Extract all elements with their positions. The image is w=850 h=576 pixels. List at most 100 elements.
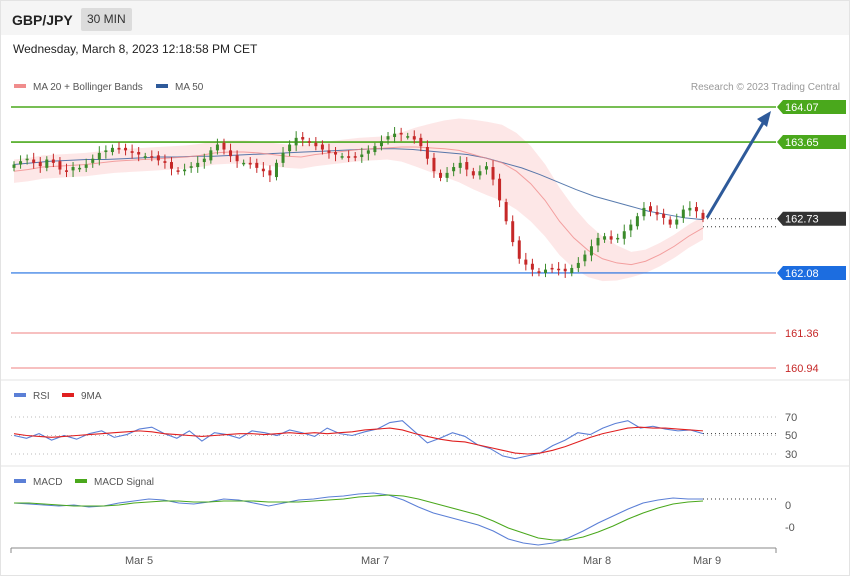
- candle-body: [327, 150, 331, 153]
- macd-legend-swatch: [14, 479, 26, 483]
- bollinger-band: [14, 118, 703, 282]
- candle-body: [64, 170, 68, 172]
- symbol-label: GBP/JPY: [12, 12, 73, 28]
- candle-body: [189, 166, 193, 168]
- rsi-ma-line: [13, 426, 704, 455]
- candle-body: [452, 167, 456, 172]
- support-value: 160.94: [785, 363, 819, 375]
- candle-body: [432, 157, 436, 172]
- candle-body: [701, 212, 705, 219]
- candle-body: [688, 207, 692, 211]
- candle-body: [183, 169, 187, 172]
- candle-body: [137, 152, 141, 155]
- candle-body: [557, 268, 561, 271]
- candle-body: [235, 155, 239, 162]
- candle-body: [110, 147, 114, 153]
- candle-body: [268, 170, 272, 176]
- candle-body: [78, 167, 82, 170]
- candle-body: [163, 161, 167, 163]
- resistance-tag: [777, 100, 846, 114]
- rsi-line: [13, 420, 704, 460]
- ma50-legend-swatch: [156, 84, 168, 88]
- candle-body: [419, 137, 423, 147]
- candle-body: [156, 155, 160, 161]
- candle-body: [517, 240, 521, 259]
- candle-body: [635, 216, 639, 227]
- candle-body: [58, 161, 62, 170]
- candle-body: [97, 152, 101, 160]
- candle-body: [603, 236, 607, 240]
- candle-body: [393, 133, 397, 138]
- rsi-legend-label: RSI: [33, 391, 50, 402]
- candle-body: [71, 167, 75, 171]
- ma20-legend-label: MA 20 + Bollinger Bands: [33, 82, 143, 93]
- macd-signal-line: [14, 494, 704, 541]
- ma20-line: [13, 146, 704, 266]
- ma50-legend-label: MA 50: [175, 82, 204, 93]
- candle-body: [544, 269, 548, 273]
- candle-body: [91, 158, 95, 163]
- candle-body: [176, 170, 180, 172]
- candle-body: [649, 206, 653, 212]
- timestamp: Wednesday, March 8, 2023 12:18:58 PM CET: [13, 42, 258, 56]
- candle-body: [12, 164, 16, 168]
- macd-legend-label: MACD: [33, 477, 62, 488]
- candle-body: [229, 150, 233, 157]
- candle-body: [379, 141, 383, 147]
- candle-body: [504, 202, 508, 222]
- candle-body: [261, 168, 265, 172]
- support-value: 161.36: [785, 328, 819, 340]
- candle-body: [616, 237, 620, 240]
- candle-body: [498, 178, 502, 201]
- candle-body: [347, 156, 351, 158]
- candle-body: [215, 144, 219, 151]
- candle-body: [255, 162, 259, 168]
- candle-body: [399, 132, 403, 135]
- candle-body: [609, 236, 613, 240]
- candle-body: [563, 268, 567, 272]
- x-tick-label: Mar 9: [693, 555, 721, 567]
- timeframe-badge[interactable]: 30 MIN: [81, 8, 132, 31]
- candle-body: [570, 267, 574, 273]
- x-tick-label: Mar 8: [583, 555, 611, 567]
- x-tick-label: Mar 5: [125, 555, 153, 567]
- candle-body: [353, 156, 357, 158]
- candle-body: [51, 159, 55, 163]
- candle-body: [550, 267, 554, 270]
- candle-body: [32, 159, 36, 163]
- candle-body: [524, 259, 528, 265]
- candle-body: [143, 156, 147, 158]
- candle-body: [288, 144, 292, 152]
- candle-body: [301, 137, 305, 140]
- candle-body: [45, 159, 49, 168]
- candle-body: [491, 167, 495, 180]
- candle-body: [222, 142, 226, 150]
- candle-body: [25, 158, 29, 161]
- candle-body: [484, 166, 488, 170]
- candle-body: [406, 136, 410, 138]
- resistance-value: 164.07: [785, 102, 819, 114]
- candle-body: [274, 162, 278, 178]
- pivot-tag: [777, 265, 846, 280]
- candle-body: [445, 172, 449, 178]
- candle-body: [439, 172, 443, 178]
- resistance-value: 163.65: [785, 137, 819, 149]
- macd-panel: [13, 492, 776, 546]
- candle-body: [537, 271, 541, 273]
- macd-signal-legend-swatch: [75, 479, 87, 483]
- candle-body: [209, 150, 213, 161]
- candle-body: [248, 162, 252, 165]
- ma20-legend-swatch: [14, 84, 26, 88]
- macd-line: [13, 492, 703, 546]
- candle-body: [169, 162, 173, 169]
- pivot-value: 162.08: [785, 268, 819, 280]
- candle-body: [458, 162, 462, 168]
- resistance-tag: [777, 135, 846, 150]
- header-bar: GBP/JPY 30 MIN: [1, 1, 849, 35]
- candle-body: [314, 142, 318, 147]
- candle-body: [117, 147, 121, 150]
- candle-body: [373, 146, 377, 153]
- candle-body: [668, 219, 672, 225]
- candle-body: [294, 137, 298, 146]
- candle-body: [130, 151, 134, 153]
